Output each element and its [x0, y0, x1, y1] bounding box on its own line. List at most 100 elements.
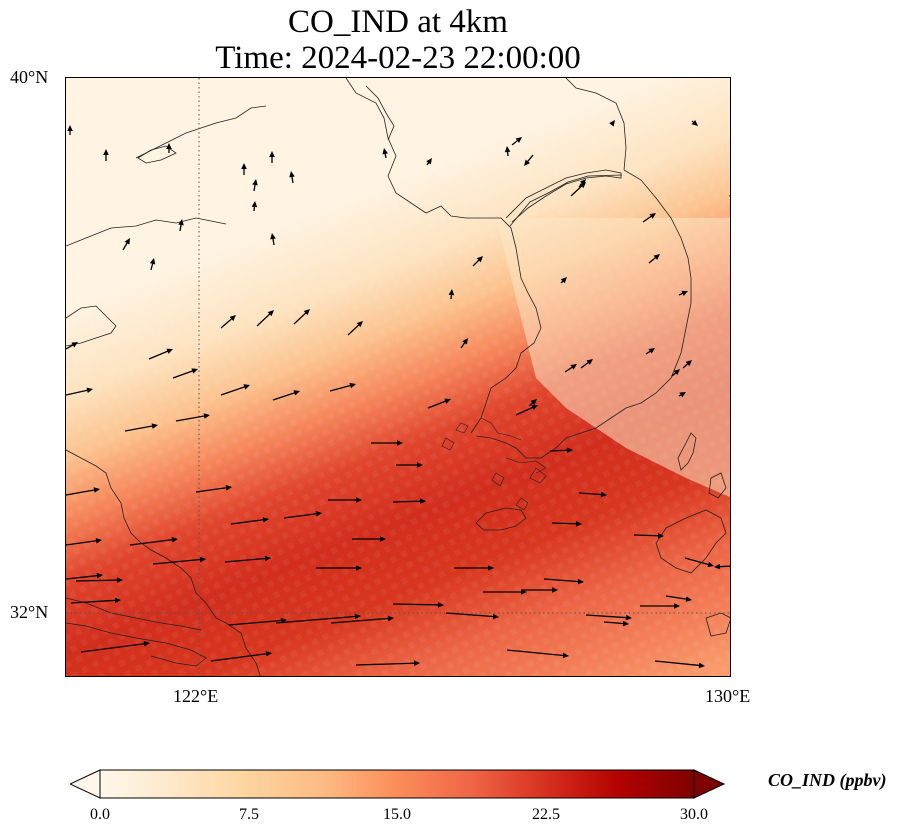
wind-arrow: [329, 384, 354, 392]
korea-light-region: [496, 218, 730, 498]
wind-arrow-head: [515, 137, 522, 143]
colorbar-tick-0: 0.0: [90, 806, 110, 823]
wind-arrows: [66, 120, 730, 669]
lat-tick-40n: 40°N: [10, 67, 49, 87]
coastlines: [66, 78, 730, 676]
wind-arrow-head: [492, 613, 499, 620]
wind-arrow-head: [124, 238, 130, 245]
wind-arrow-head: [86, 387, 93, 394]
wind-arrow-head: [241, 163, 247, 169]
wind-arrow: [224, 557, 269, 563]
wind-arrow-head: [653, 254, 660, 260]
colorbar-tick-2: 15.0: [383, 806, 411, 823]
wind-arrow-head: [685, 360, 692, 367]
wind-arrow-head: [448, 289, 455, 296]
wind-arrow: [195, 486, 230, 493]
wind-arrow-head: [552, 587, 558, 593]
wind-arrow: [543, 578, 582, 583]
wind-arrow-head: [229, 315, 236, 322]
wind-arrow: [551, 522, 580, 525]
concentration-map: [66, 78, 730, 676]
wind-arrow-head: [166, 143, 172, 149]
wind-arrow-head: [243, 384, 250, 390]
colorbar-tick-3: 22.5: [532, 806, 560, 823]
wind-arrow: [220, 385, 248, 396]
wind-arrow: [210, 652, 270, 662]
wind-arrow: [633, 534, 662, 537]
wind-arrow-head: [191, 368, 198, 374]
wind-arrow: [427, 399, 449, 409]
wind-arrow: [578, 492, 605, 496]
wind-arrow: [654, 660, 703, 667]
wind-arrow-head: [67, 125, 73, 131]
wind-arrow-head: [579, 182, 586, 189]
wind-arrow: [66, 539, 100, 546]
wind-arrow-head: [698, 662, 705, 669]
wind-arrow-head: [729, 195, 730, 197]
wind-arrow-head: [714, 563, 721, 570]
wind-arrow-head: [673, 369, 680, 376]
wind-arrow-head: [577, 578, 584, 585]
wind-arrow: [585, 614, 630, 619]
wind-arrow-head: [166, 348, 173, 354]
wind-arrow-head: [504, 146, 511, 153]
wind-arrow-head: [476, 256, 483, 263]
wind-arrow: [152, 558, 204, 565]
wind-arrow: [445, 612, 497, 618]
wind-arrow-head: [225, 485, 232, 491]
wind-arrow-head: [413, 660, 420, 666]
wind-arrow: [228, 619, 285, 626]
wind-arrow-head: [707, 561, 714, 568]
wind-arrow-head: [562, 652, 569, 659]
gridlines: [66, 78, 730, 676]
wind-arrow: [330, 617, 392, 624]
wind-arrow-head: [289, 171, 295, 178]
wind-arrow-head: [691, 120, 698, 126]
wind-arrow-head: [397, 440, 403, 446]
wind-arrow-head: [419, 498, 426, 504]
wind-arrow-head: [382, 148, 388, 155]
wind-arrow: [283, 512, 320, 519]
wind-arrow: [75, 579, 121, 582]
wind-arrow-head: [600, 491, 607, 498]
map-title-line2: Time: 2024-02-23 22:00:00: [215, 40, 581, 76]
colorbar-label: CO_IND (ppbv): [768, 770, 887, 790]
wind-arrow-head: [524, 159, 530, 166]
wind-arrow-head: [648, 348, 655, 354]
wind-arrow-head: [267, 310, 274, 317]
wind-arrow: [392, 500, 424, 503]
wind-arrow: [665, 595, 690, 601]
colorbar: [70, 769, 726, 799]
wind-arrow-head: [264, 555, 271, 562]
wind-arrow: [66, 488, 98, 496]
wind-arrow-head: [462, 338, 468, 345]
wind-arrow-head: [315, 511, 322, 517]
wind-arrow-head: [178, 219, 184, 226]
wind-arrow-head: [71, 342, 78, 348]
wind-arrow-head: [149, 258, 156, 265]
wind-arrow-head: [380, 536, 386, 542]
lat-tick-32n: 32°N: [10, 602, 49, 622]
wind-arrow-head: [674, 603, 680, 609]
wind-arrow: [66, 389, 91, 396]
wind-arrow-head: [566, 447, 573, 454]
wind-arrow: [355, 662, 418, 666]
wind-arrow-head: [93, 487, 100, 493]
lon-tick-122e: 122°E: [173, 686, 219, 706]
wind-arrow-head: [114, 597, 121, 604]
wind-arrow-head: [96, 572, 103, 579]
wind-arrow-head: [681, 290, 688, 296]
wind-arrow-head: [303, 309, 310, 316]
wind-arrow: [175, 414, 208, 422]
wind-arrow: [172, 369, 196, 379]
wind-arrow-head: [387, 615, 394, 622]
wind-arrow-head: [622, 620, 629, 627]
wind-arrow-head: [685, 596, 692, 602]
wind-arrow-head: [426, 158, 432, 165]
wind-arrow: [80, 642, 148, 653]
wind-arrow: [549, 449, 571, 452]
wind-arrow-head: [356, 497, 362, 503]
colorbar-tick-4: 30.0: [680, 806, 708, 823]
wind-arrow-head: [530, 399, 537, 406]
wind-arrow-head: [570, 364, 577, 370]
